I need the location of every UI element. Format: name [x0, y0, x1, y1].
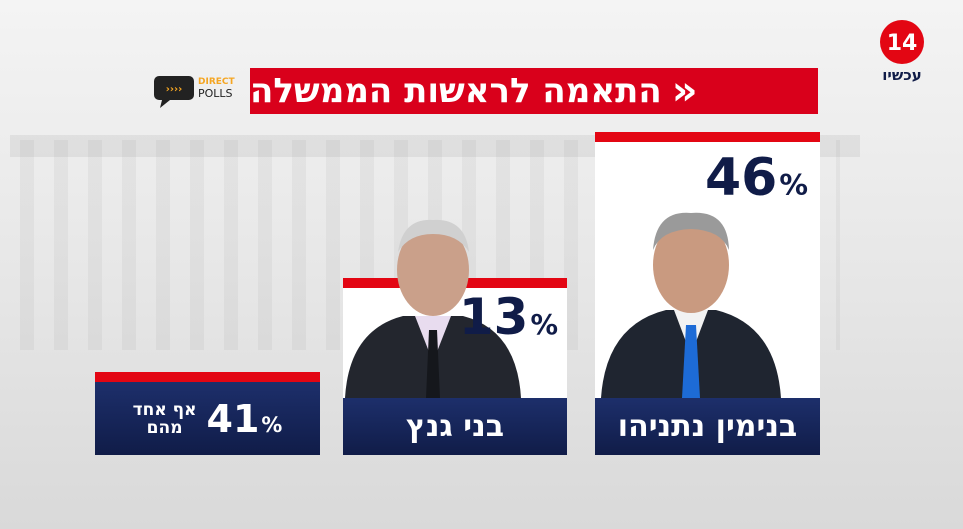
value-number: 46: [704, 148, 778, 208]
label-line: אף אחד: [132, 399, 197, 420]
candidate-photo: [601, 212, 781, 398]
result-value: 46%: [705, 148, 808, 208]
pollster-logo: ›››› DIRECT POLLS: [154, 76, 236, 108]
chevron-icon: «: [671, 68, 698, 114]
channel-logo: 14 עכשיו: [880, 20, 924, 84]
value-number: 13: [458, 288, 529, 346]
value-unit: %: [530, 309, 558, 341]
none-label: אף אחד מהם: [133, 401, 197, 437]
candidate-name: בני גנץ: [343, 398, 567, 455]
label-line: מהם: [146, 417, 183, 438]
channel-name: עכשיו: [882, 66, 921, 84]
value-unit: %: [779, 168, 808, 202]
name-text: בנימין נתניהו: [617, 409, 798, 444]
title: התאמה לראשות הממשלה: [250, 71, 662, 111]
result-value: 41%: [207, 397, 283, 441]
name-text: בני גנץ: [406, 409, 504, 444]
result-value: 13%: [459, 288, 558, 346]
candidate-photo: [345, 219, 521, 398]
channel-number: 14: [887, 31, 918, 56]
value-number: 41: [206, 396, 260, 441]
pollster-line: DIRECT: [198, 77, 236, 87]
title-banner: « התאמה לראשות הממשלה: [250, 68, 818, 114]
accent-bar: [95, 372, 320, 382]
svg-text:››››: ››››: [166, 84, 182, 95]
pollster-line: POLLS: [198, 87, 233, 100]
accent-bar: [595, 132, 820, 142]
candidate-name: בנימין נתניהו: [595, 398, 820, 455]
value-unit: %: [261, 412, 283, 437]
none-box: 41% אף אחד מהם: [95, 382, 320, 455]
